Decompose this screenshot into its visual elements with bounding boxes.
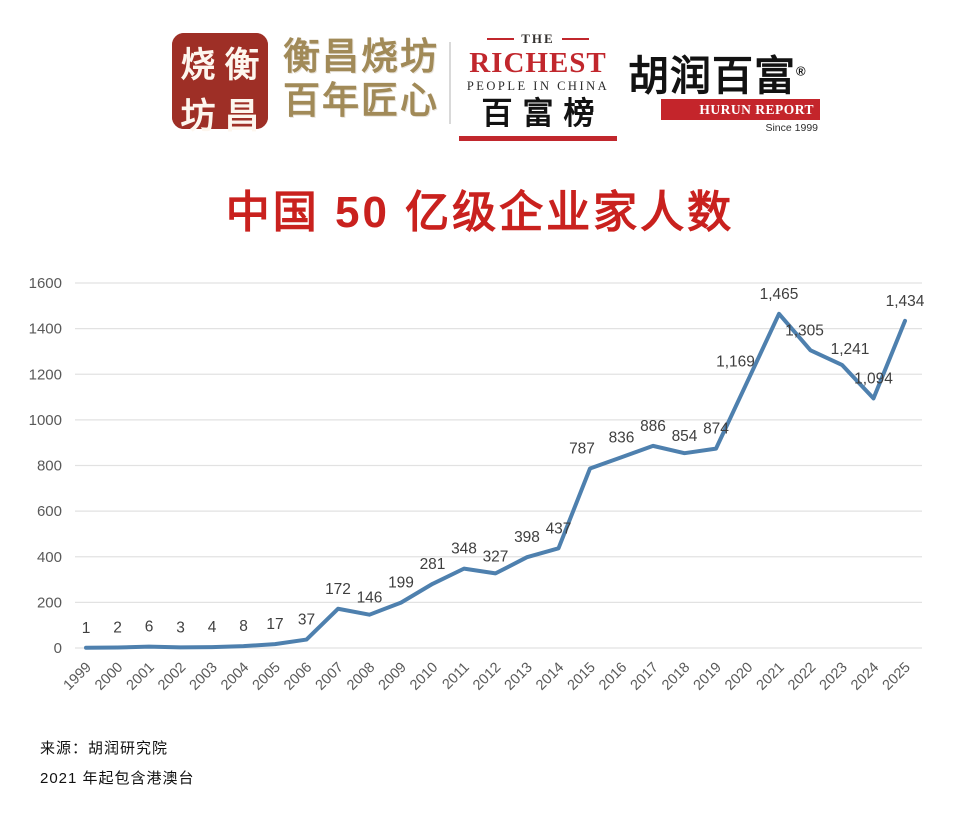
y-tick-label: 200: [37, 594, 62, 611]
hurun-cn-text: 胡润百富®: [628, 53, 807, 99]
data-label: 4: [208, 619, 217, 636]
registered-mark: ®: [796, 63, 807, 79]
x-tick-label: 2018: [659, 660, 693, 694]
x-tick-label: 2002: [155, 660, 189, 694]
seal-char: 坊: [180, 96, 216, 137]
x-tick-label: 2009: [376, 660, 410, 694]
x-tick-label: 2022: [785, 660, 819, 694]
series-line: [84, 311, 907, 650]
data-label: 146: [357, 590, 383, 607]
richest-the-row: THE: [459, 31, 617, 47]
data-label: 1,305: [785, 322, 824, 339]
data-label: 398: [514, 529, 540, 546]
x-tick-label: 2015: [565, 660, 599, 694]
x-tick-label: 2017: [628, 660, 662, 694]
data-label: 1,241: [831, 341, 870, 358]
data-label: 281: [420, 556, 446, 573]
line-chart: 0200400600800100012001400160019992000200…: [29, 275, 925, 694]
data-label: 2: [113, 620, 122, 637]
data-label: 8: [239, 618, 248, 635]
data-label: 874: [703, 421, 729, 438]
y-tick-label: 600: [37, 503, 62, 520]
x-tick-label: 2020: [722, 660, 756, 694]
page-title: 中国 50 亿级企业家人数: [225, 188, 735, 237]
data-label: 327: [483, 548, 509, 565]
x-tick-label: 2016: [596, 660, 630, 694]
richest-red-bar: [459, 135, 617, 141]
richest-the: THE: [521, 31, 555, 46]
x-tick-label: 2000: [92, 660, 126, 694]
x-tick-label: 2019: [691, 660, 725, 694]
hurun-since-text: Since 1999: [765, 122, 818, 134]
richest-name: RICHEST: [469, 47, 607, 79]
x-tick-label: 1999: [61, 660, 95, 694]
x-tick-label: 2023: [817, 660, 851, 694]
y-tick-label: 1200: [29, 366, 62, 383]
x-tick-label: 2011: [439, 660, 472, 693]
x-tick-label: 2014: [533, 660, 567, 694]
richest-people-logo: THE RICHEST PEOPLE IN CHINA 百富榜: [459, 31, 617, 141]
x-tick-label: 2008: [344, 660, 378, 694]
seal-char: 昌: [224, 96, 260, 137]
x-tick-label: 2006: [281, 660, 315, 694]
data-label: 787: [569, 440, 595, 457]
data-label: 1: [82, 620, 91, 637]
hengchang-seal-logo: 烧 衡 坊 昌: [172, 33, 268, 137]
data-label: 1,169: [716, 353, 755, 370]
x-tick-label: 2004: [218, 660, 252, 694]
hurun-report-logo: 胡润百富® HURUN REPORT Since 1999: [628, 56, 820, 134]
data-label: 886: [640, 418, 666, 435]
brand-line1: 衡昌烧坊: [283, 34, 439, 78]
x-tick-label: 2024: [848, 660, 882, 694]
x-tick-label: 2010: [407, 660, 441, 694]
richest-cn-text: 百富榜: [481, 96, 605, 133]
data-label: 437: [546, 520, 572, 537]
left-dash: [487, 38, 515, 40]
data-label: 3: [176, 619, 185, 636]
y-tick-label: 1400: [29, 321, 62, 338]
x-tick-label: 2025: [880, 660, 914, 694]
data-label: 1,434: [886, 293, 925, 310]
richest-subtitle: PEOPLE IN CHINA: [466, 79, 610, 94]
data-label: 17: [266, 616, 283, 633]
x-tick-label: 2007: [313, 660, 347, 694]
y-tick-label: 1600: [29, 275, 62, 292]
scope-note: 2021 年起包含港澳台: [40, 770, 195, 787]
data-label: 348: [451, 541, 477, 558]
brand-line2: 百年匠心: [283, 78, 439, 123]
seal-char: 烧: [180, 45, 216, 86]
data-label: 172: [325, 581, 351, 598]
data-label: 854: [672, 428, 698, 445]
data-label: 37: [298, 612, 315, 629]
hurun-report-bar: HURUN REPORT: [661, 99, 820, 120]
data-label: 6: [145, 619, 154, 636]
y-tick-label: 800: [37, 458, 62, 475]
header-divider: [449, 42, 451, 124]
x-tick-label: 2005: [250, 660, 284, 694]
data-label: 199: [388, 575, 414, 592]
hengchang-brand-text: 衡昌烧坊 百年匠心: [283, 34, 439, 123]
x-tick-label: 2001: [124, 660, 158, 694]
x-tick-label: 2021: [754, 660, 788, 694]
y-tick-label: 400: [37, 549, 62, 566]
right-dash: [561, 38, 589, 40]
seal-char: 衡: [224, 45, 260, 86]
data-label: 1,094: [854, 370, 893, 387]
x-tick-label: 2013: [502, 660, 536, 694]
x-tick-label: 2012: [470, 660, 504, 694]
data-label: 836: [609, 429, 635, 446]
y-tick-label: 1000: [29, 412, 62, 429]
source-note: 来源：胡润研究院: [40, 740, 169, 757]
y-tick-label: 0: [54, 640, 62, 657]
data-label: 1,465: [760, 286, 799, 303]
x-tick-label: 2003: [187, 660, 221, 694]
